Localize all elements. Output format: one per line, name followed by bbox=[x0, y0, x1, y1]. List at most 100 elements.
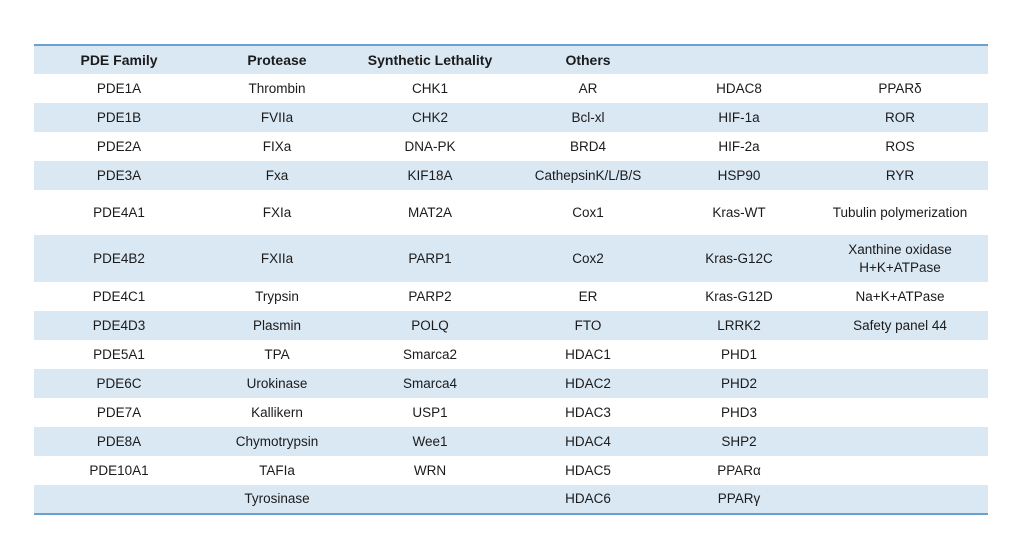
table-cell: Chymotrypsin bbox=[235, 433, 319, 449]
table-cell: Tubulin polymerization bbox=[832, 204, 968, 220]
table-cell: PDE4B2 bbox=[93, 250, 145, 266]
table-cell: PDE1A bbox=[96, 80, 142, 96]
table-row: PDE7A Kallikern USP1 HDAC3 PHD3 bbox=[34, 398, 988, 427]
table-cell: ROS bbox=[885, 138, 915, 154]
table-cell: HDAC1 bbox=[565, 346, 611, 362]
table-cell: Smarca2 bbox=[402, 346, 458, 362]
table-cell: FXIa bbox=[262, 204, 292, 220]
table-cell: HIF-2a bbox=[718, 138, 760, 154]
table-cell: MAT2A bbox=[407, 204, 452, 220]
table-cell: PPARδ bbox=[878, 80, 922, 96]
table-row: PDE8A Chymotrypsin Wee1 HDAC4 SHP2 bbox=[34, 427, 988, 456]
table-cell: WRN bbox=[413, 462, 447, 478]
table-cell: PDE6C bbox=[96, 375, 142, 391]
table-cell: Safety panel 44 bbox=[853, 317, 947, 333]
table-cell: PDE2A bbox=[96, 138, 142, 154]
table-cell: TPA bbox=[264, 346, 290, 362]
table-cell: Bcl-xl bbox=[571, 109, 605, 125]
table-cell-empty bbox=[812, 456, 988, 485]
table-cell: FIXa bbox=[262, 138, 292, 154]
table-row: PDE6C Urokinase Smarca4 HDAC2 PHD2 bbox=[34, 369, 988, 398]
table-cell: PDE4C1 bbox=[92, 288, 146, 304]
table-cell: Cox2 bbox=[572, 250, 604, 266]
table-header: PDE Family Protease Synthetic Lethality Oth… bbox=[34, 45, 988, 74]
table-cell: Kras-WT bbox=[712, 204, 766, 220]
table-cell: CathepsinK/L/B/S bbox=[534, 167, 642, 183]
table-row: PDE4B2 FXIIa PARP1 Cox2 Kras-G12C Xanthine ox… bbox=[34, 235, 988, 282]
table-cell: Na+K+ATPase bbox=[855, 288, 945, 304]
table-cell: Plasmin bbox=[252, 317, 301, 333]
table-cell-empty bbox=[812, 340, 988, 369]
table-cell: HDAC2 bbox=[565, 375, 611, 391]
table-cell: Thrombin bbox=[248, 80, 306, 96]
table-row: PDE1A Thrombin CHK1 AR HDAC8 PPARδ bbox=[34, 74, 988, 103]
table-cell: SHP2 bbox=[721, 433, 757, 449]
column-header-empty bbox=[666, 45, 812, 74]
table-cell: CHK2 bbox=[411, 109, 448, 125]
column-header-empty bbox=[812, 45, 988, 74]
table-cell: Cox1 bbox=[572, 204, 604, 220]
table-cell: POLQ bbox=[411, 317, 449, 333]
table-cell: TAFIa bbox=[259, 462, 295, 478]
table-cell: LRRK2 bbox=[717, 317, 761, 333]
table-cell-empty bbox=[812, 427, 988, 456]
table-cell: Trypsin bbox=[255, 288, 299, 304]
column-header: PDE Family bbox=[80, 51, 158, 68]
table-cell: PDE10A1 bbox=[89, 462, 149, 478]
table-cell: PDE1B bbox=[96, 109, 142, 125]
table-cell: Kallikern bbox=[251, 404, 303, 420]
table-cell: CHK1 bbox=[411, 80, 448, 96]
table-cell: FVIIa bbox=[260, 109, 294, 125]
table-cell-empty bbox=[812, 369, 988, 398]
table-cell: HIF-1a bbox=[718, 109, 760, 125]
table-cell: Fxa bbox=[265, 167, 289, 183]
table-cell: KIF18A bbox=[407, 167, 453, 183]
table-cell: Xanthine oxidase H+K+ATPase bbox=[848, 241, 952, 275]
table-cell: DNA-PK bbox=[404, 138, 456, 154]
table-cell: RYR bbox=[885, 167, 915, 183]
table-cell: HDAC8 bbox=[716, 80, 762, 96]
table-cell: Kras-G12C bbox=[705, 250, 773, 266]
table-cell: HDAC5 bbox=[565, 462, 611, 478]
table-cell: PARP1 bbox=[408, 250, 452, 266]
table-row: PDE4D3 Plasmin POLQ FTO LRRK2 Safety panel 44 bbox=[34, 311, 988, 340]
table-cell: Tyrosinase bbox=[244, 491, 310, 507]
table-cell: Smarca4 bbox=[402, 375, 458, 391]
table-row: PDE1B FVIIa CHK2 Bcl-xl HIF-1a ROR bbox=[34, 103, 988, 132]
table-cell-empty bbox=[34, 485, 204, 514]
table-cell: PDE4A1 bbox=[93, 204, 145, 220]
table-cell: PDE5A1 bbox=[93, 346, 145, 362]
table-cell: PDE7A bbox=[96, 404, 142, 420]
table-cell: Wee1 bbox=[412, 433, 448, 449]
table-cell-empty bbox=[350, 485, 510, 514]
table-cell: HDAC4 bbox=[565, 433, 611, 449]
table-row: PDE10A1 TAFIa WRN HDAC5 PPARα bbox=[34, 456, 988, 485]
column-header: Synthetic Lethality bbox=[367, 51, 493, 68]
table-cell-empty bbox=[812, 398, 988, 427]
column-header: Others bbox=[565, 51, 611, 68]
table-cell: FTO bbox=[574, 317, 602, 333]
table-cell: PDE4D3 bbox=[92, 317, 146, 333]
table-cell: HDAC6 bbox=[565, 491, 611, 507]
table-body: PDE1A Thrombin CHK1 AR HDAC8 PPARδ PDE1B FVIIa C… bbox=[34, 74, 988, 514]
table-row: PDE2A FIXa DNA-PK BRD4 HIF-2a ROS bbox=[34, 132, 988, 161]
column-header: Protease bbox=[247, 51, 307, 68]
table-row: PDE3A Fxa KIF18A CathepsinK/L/B/S HSP90 RYR bbox=[34, 161, 988, 190]
table-cell: PHD1 bbox=[720, 346, 757, 362]
table-cell: PPARγ bbox=[717, 491, 761, 507]
table-cell: ER bbox=[578, 288, 598, 304]
table-row: PDE4C1 Trypsin PARP2 ER Kras-G12D Na+K+ATPase bbox=[34, 282, 988, 311]
table-row: PDE5A1 TPA Smarca2 HDAC1 PHD1 bbox=[34, 340, 988, 369]
table-cell: Urokinase bbox=[246, 375, 308, 391]
table-cell: ROR bbox=[885, 109, 915, 125]
table-cell: PARP2 bbox=[408, 288, 452, 304]
pde-target-table: PDE Family Protease Synthetic Lethality Oth… bbox=[34, 44, 988, 515]
table-cell: PDE8A bbox=[96, 433, 142, 449]
table-row: PDE4A1 FXIa MAT2A Cox1 Kras-WT Tubulin polyme… bbox=[34, 190, 988, 235]
table-cell: PHD3 bbox=[720, 404, 757, 420]
table-cell: PPARα bbox=[717, 462, 761, 478]
table-cell: HSP90 bbox=[717, 167, 761, 183]
table-cell-empty bbox=[812, 485, 988, 514]
table-cell: PHD2 bbox=[720, 375, 757, 391]
